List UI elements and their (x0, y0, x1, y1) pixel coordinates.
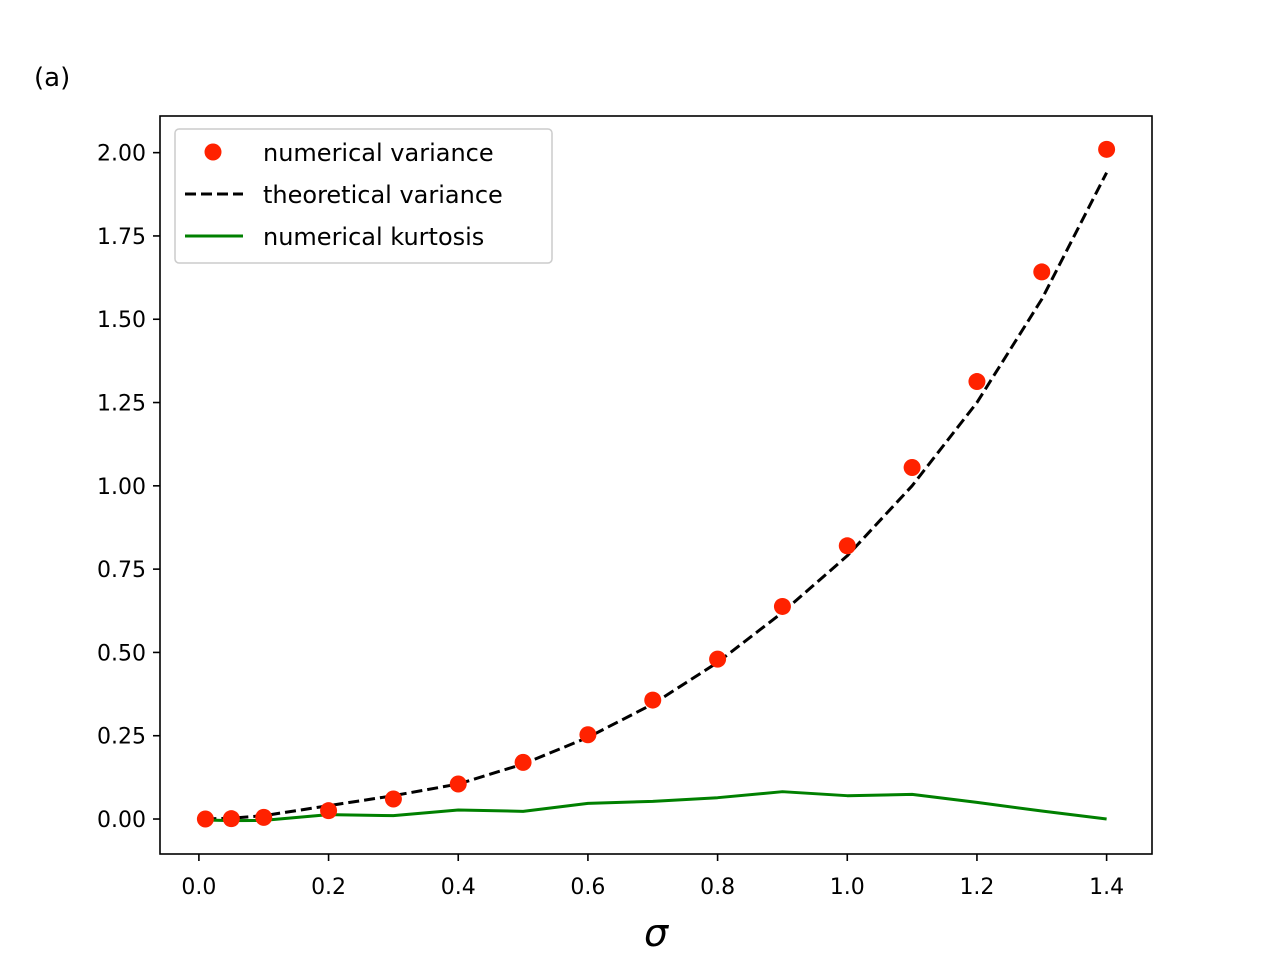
axes-layer: 0.0 0.2 0.4 0.6 0.8 1.0 1.2 1.4 0.00 0.25 0.50 0.75… (97, 142, 1124, 900)
y-tick-label: 0.50 (97, 641, 146, 666)
data-point-numerical-variance (1033, 263, 1051, 281)
data-point-numerical-variance (579, 726, 597, 744)
data-point-numerical-variance (196, 810, 214, 828)
data-point-numerical-variance (903, 459, 921, 477)
x-tick-label: 0.0 (181, 875, 216, 900)
data-point-numerical-variance (255, 808, 273, 826)
x-tick-label: 1.4 (1089, 875, 1124, 900)
plot-layer (196, 140, 1116, 828)
x-tick-label: 0.8 (700, 875, 735, 900)
y-tick-label: 0.00 (97, 808, 146, 833)
y-tick-label: 1.00 (97, 475, 146, 500)
data-point-numerical-variance (968, 373, 986, 391)
y-tick-label: 1.25 (97, 392, 146, 417)
y-tick-label: 0.75 (97, 558, 146, 583)
y-tick-label: 1.75 (97, 225, 146, 250)
data-point-numerical-variance (644, 691, 662, 709)
x-axis-label: σ (644, 911, 670, 955)
legend-box (174, 128, 553, 264)
legend-label-numerical-kurtosis: numerical kurtosis (263, 223, 484, 251)
data-point-numerical-variance (773, 597, 791, 615)
data-point-numerical-variance (838, 537, 856, 555)
legend-label-theoretical-variance: theoretical variance (263, 181, 503, 209)
legend-label-numerical-variance: numerical variance (263, 139, 494, 167)
x-tick-label: 0.4 (441, 875, 476, 900)
data-point-numerical-variance (222, 810, 240, 828)
series-line-numerical-kurtosis (205, 790, 1107, 823)
panel-label: (a) (34, 63, 70, 93)
data-point-numerical-variance (514, 753, 532, 771)
data-point-numerical-variance (709, 650, 727, 668)
x-tick-label: 0.6 (570, 875, 605, 900)
x-tick-label: 1.0 (830, 875, 865, 900)
y-tick-label: 0.25 (97, 725, 146, 750)
data-point-numerical-variance (320, 802, 338, 820)
y-tick-label: 2.00 (97, 142, 146, 167)
series-line-theoretical-variance (205, 171, 1108, 821)
legend: numerical variance theoretical variance … (174, 128, 553, 264)
data-point-numerical-variance (449, 775, 467, 793)
series-numerical-variance (196, 140, 1116, 828)
x-tick-label: 1.2 (959, 875, 994, 900)
y-tick-label: 1.50 (97, 308, 146, 333)
data-point-numerical-variance (1098, 140, 1116, 158)
data-point-numerical-variance (384, 790, 402, 808)
x-tick-label: 0.2 (311, 875, 346, 900)
plot-area (159, 115, 1153, 855)
legend-marker-numerical-variance (204, 143, 222, 161)
